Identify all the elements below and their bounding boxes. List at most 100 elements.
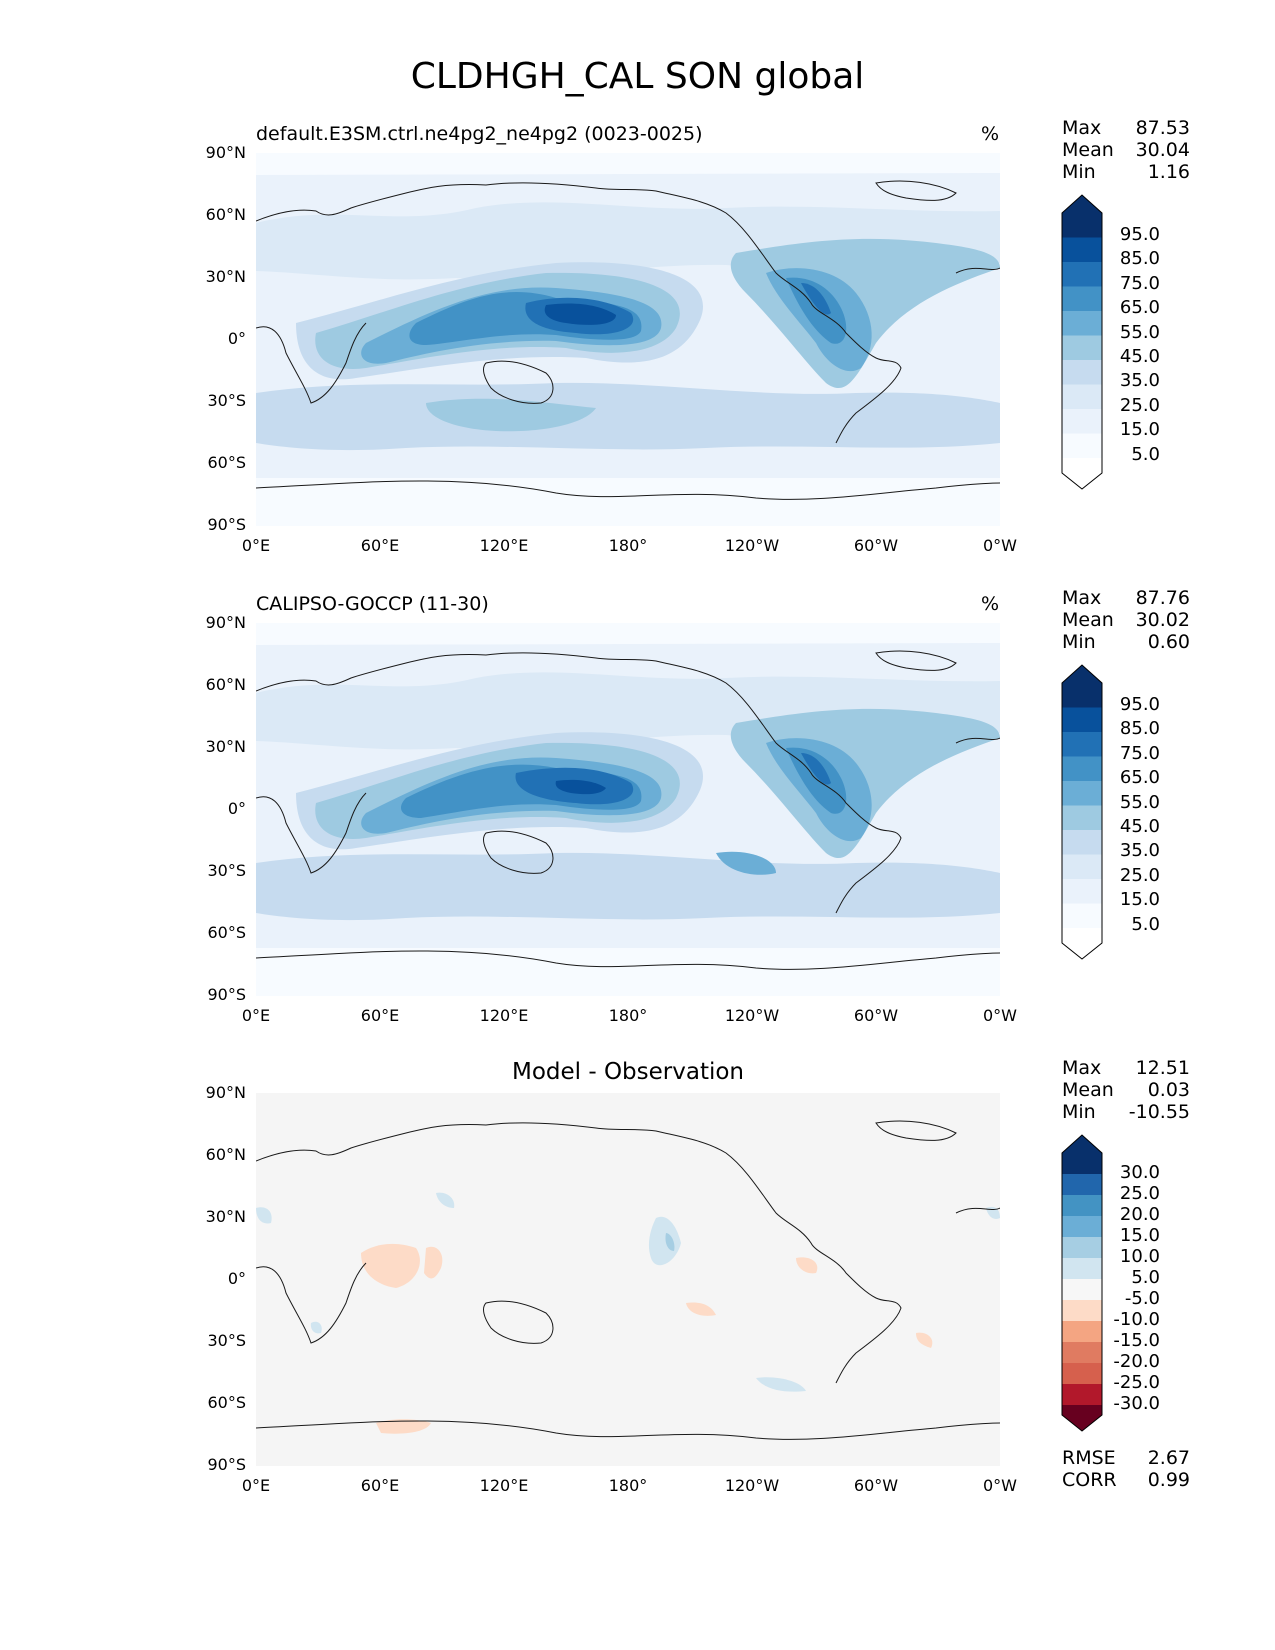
cb-swatch xyxy=(1062,1300,1102,1321)
metric-label: RMSE xyxy=(1062,1447,1116,1469)
panel-1-units: % xyxy=(981,123,1000,145)
cb-swatch xyxy=(1062,335,1102,360)
stat-min: 0.60 xyxy=(1147,631,1190,653)
lon-tick: 0°W xyxy=(983,1476,1017,1495)
cb-swatch xyxy=(1062,458,1102,489)
lon-tick: 60°E xyxy=(360,536,400,555)
cb-swatch xyxy=(1062,237,1102,262)
colorbar-label: -10.0 xyxy=(1113,1309,1160,1330)
colorbar-label: 95.0 xyxy=(1119,224,1160,245)
cb-swatch xyxy=(1062,1237,1102,1258)
lon-tick: 60°W xyxy=(853,536,899,555)
cb-swatch xyxy=(1062,433,1102,458)
lat-tick: 0° xyxy=(227,329,246,348)
lon-tick: 0°W xyxy=(983,536,1017,555)
coastlines xyxy=(256,1120,1000,1440)
figure-title: CLDHGH_CAL SON global xyxy=(410,56,865,97)
colorbar-label: 55.0 xyxy=(1119,322,1160,343)
cb-swatch xyxy=(1062,195,1102,213)
panel-2-colorbar xyxy=(1061,664,1103,960)
cb-swatch xyxy=(1062,286,1102,311)
map-background xyxy=(256,1093,1000,1466)
cb-swatch xyxy=(1062,262,1102,287)
panel-1-stats: Max 87.53 Mean 30.04 Min 1.16 xyxy=(1062,117,1190,183)
stat-max: 87.76 xyxy=(1135,587,1190,609)
cb-swatch xyxy=(1062,1174,1102,1195)
cb-swatch xyxy=(1062,903,1102,928)
panel-2-stats: Max 87.76 Mean 30.02 Min 0.60 xyxy=(1062,587,1190,653)
cb-swatch xyxy=(1062,1363,1102,1384)
lat-tick: 30°N xyxy=(205,737,246,756)
stat-max: 12.51 xyxy=(1135,1057,1190,1079)
colorbar-label: 10.0 xyxy=(1119,1246,1160,1267)
cb-swatch xyxy=(1062,830,1102,855)
lat-tick: 30°S xyxy=(207,391,246,410)
cb-swatch xyxy=(1062,1135,1102,1153)
colorbar-label: 85.0 xyxy=(1119,248,1160,269)
colorbar-label: 65.0 xyxy=(1119,297,1160,318)
colorbar-label: 5.0 xyxy=(1131,444,1160,465)
lat-tick: 60°S xyxy=(207,923,246,942)
lat-tick: 0° xyxy=(227,1269,246,1288)
lon-tick: 120°E xyxy=(479,1006,529,1025)
lat-tick: 30°S xyxy=(207,1331,246,1350)
lat-tick: 90°N xyxy=(205,143,246,162)
cb-swatch xyxy=(1062,854,1102,879)
cloud-contours xyxy=(256,623,1000,996)
lon-tick: 120°E xyxy=(479,1476,529,1495)
coastlines xyxy=(256,650,1000,970)
coastlines xyxy=(256,180,1000,500)
panel-3-title: Model - Observation xyxy=(511,1059,745,1085)
cb-swatch xyxy=(1062,928,1102,959)
colorbar-label: -5.0 xyxy=(1124,1288,1160,1309)
lon-tick: 0°E xyxy=(241,1476,271,1495)
colorbar-label: 25.0 xyxy=(1119,395,1160,416)
stat-label: Min xyxy=(1062,161,1096,183)
stat-mean: 0.03 xyxy=(1147,1079,1190,1101)
cloud-contours xyxy=(256,153,1000,526)
colorbar-label: 45.0 xyxy=(1119,816,1160,837)
lat-tick: 60°S xyxy=(207,453,246,472)
colorbar-label: -20.0 xyxy=(1113,1351,1160,1372)
colorbar-label: 15.0 xyxy=(1119,419,1160,440)
lat-tick: 30°S xyxy=(207,861,246,880)
corr-value: 0.99 xyxy=(1147,1469,1190,1491)
stat-label: Max xyxy=(1062,117,1102,139)
colorbar-label: 65.0 xyxy=(1119,767,1160,788)
colorbar-label: 35.0 xyxy=(1119,840,1160,861)
lat-tick: 30°N xyxy=(205,1207,246,1226)
model-cloud-map xyxy=(256,153,1000,526)
colorbar-label: 95.0 xyxy=(1119,694,1160,715)
stat-label: Mean xyxy=(1062,609,1114,631)
panel-1-title: default.E3SM.ctrl.ne4pg2_ne4pg2 (0023-00… xyxy=(256,123,703,145)
colorbar-label: 45.0 xyxy=(1119,346,1160,367)
lat-tick: 0° xyxy=(227,799,246,818)
cb-swatch xyxy=(1062,879,1102,904)
stat-label: Min xyxy=(1062,631,1096,653)
cb-swatch xyxy=(1062,756,1102,781)
lon-tick: 60°W xyxy=(853,1006,899,1025)
colorbar-label: 15.0 xyxy=(1119,1225,1160,1246)
lon-tick: 120°E xyxy=(479,536,529,555)
panel-2-units: % xyxy=(981,593,1000,615)
cb-swatch xyxy=(1062,384,1102,409)
lon-tick: 120°W xyxy=(724,1006,780,1025)
colorbar-label: 85.0 xyxy=(1119,718,1160,739)
cb-swatch xyxy=(1062,213,1102,238)
lat-tick: 30°N xyxy=(205,267,246,286)
stat-label: Min xyxy=(1062,1101,1096,1123)
cb-swatch xyxy=(1062,1216,1102,1237)
stat-max: 87.53 xyxy=(1135,117,1190,139)
lon-tick: 180° xyxy=(608,1476,648,1495)
lon-tick: 0°W xyxy=(983,1006,1017,1025)
stat-label: Mean xyxy=(1062,1079,1114,1101)
lon-tick: 180° xyxy=(608,1006,648,1025)
colorbar-label: 75.0 xyxy=(1119,273,1160,294)
cb-swatch xyxy=(1062,1195,1102,1216)
colorbar-label: 55.0 xyxy=(1119,792,1160,813)
lon-tick: 60°E xyxy=(360,1006,400,1025)
panel-1-colorbar xyxy=(1061,194,1103,490)
panel-3-metrics: RMSE 2.67 CORR 0.99 xyxy=(1062,1447,1190,1491)
colorbar-label: 25.0 xyxy=(1119,1183,1160,1204)
colorbar-label: 15.0 xyxy=(1119,889,1160,910)
